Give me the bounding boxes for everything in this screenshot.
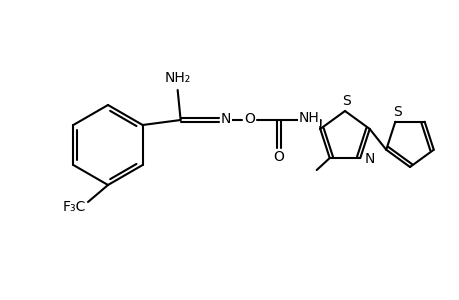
Text: S: S <box>342 94 351 108</box>
Text: O: O <box>244 112 255 126</box>
Text: N: N <box>220 112 230 126</box>
Text: NH₂: NH₂ <box>164 71 190 85</box>
Text: O: O <box>273 150 284 164</box>
Text: S: S <box>392 105 401 119</box>
Text: NH: NH <box>297 111 319 125</box>
Text: N: N <box>364 152 375 166</box>
Text: F₃C: F₃C <box>62 200 85 214</box>
